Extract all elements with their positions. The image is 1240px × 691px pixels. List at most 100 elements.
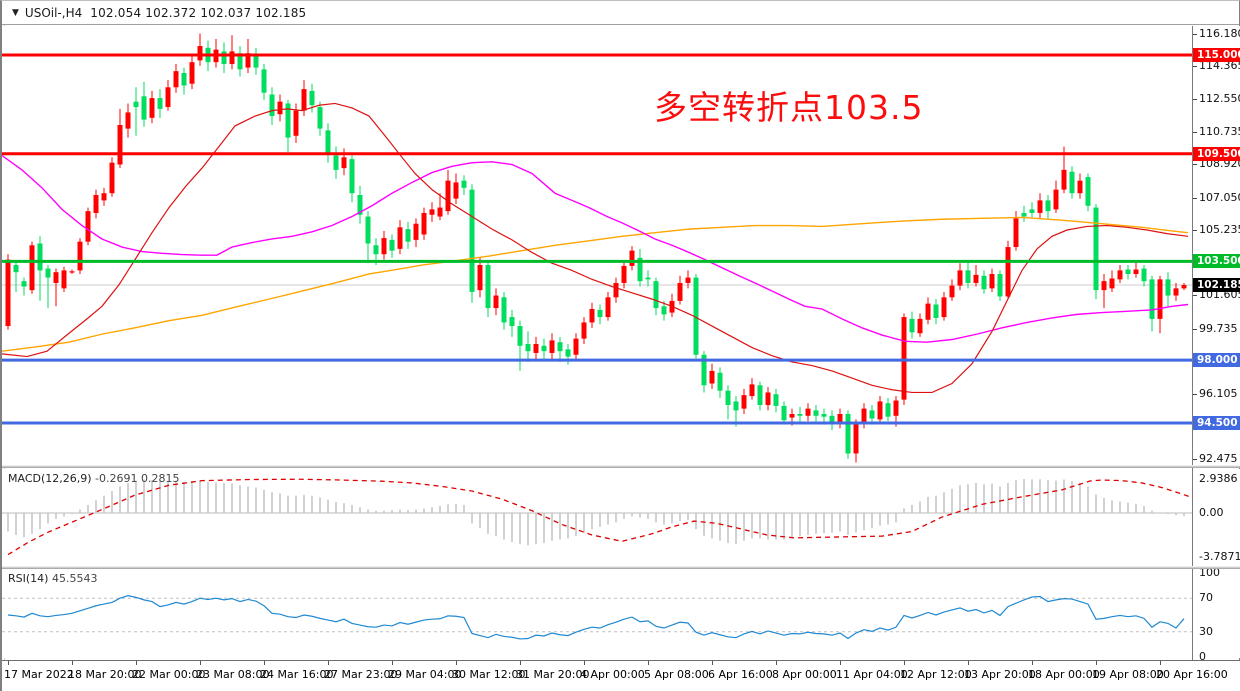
candle [549, 340, 555, 353]
candle [221, 51, 227, 64]
panel-separator[interactable] [2, 566, 1240, 569]
panel-separator[interactable] [2, 465, 1240, 468]
price-axis-tick [1193, 164, 1197, 166]
candle [677, 282, 683, 301]
price-axis-label: 110.735 [1199, 124, 1240, 138]
candle [533, 343, 539, 353]
candle [157, 98, 163, 109]
candle [661, 306, 667, 315]
macd-value-1: -0.2691 [95, 472, 138, 485]
candle [141, 96, 147, 120]
candle [765, 392, 771, 406]
time-axis-label: 19 Apr 08:00 [1092, 668, 1164, 681]
candle [85, 211, 91, 242]
candle [749, 384, 755, 397]
candle [125, 112, 131, 129]
symbol-period-label: USOil-,H4 [24, 5, 83, 20]
time-axis-tick [904, 661, 905, 665]
rsi-axis-label: 70 [1199, 591, 1213, 605]
candle [629, 250, 635, 266]
macd-axis-label: 0.00 [1199, 506, 1224, 519]
candle [341, 157, 347, 169]
macd-value-2: 0.2815 [141, 472, 180, 485]
candle [181, 72, 187, 86]
candle [693, 277, 699, 355]
candle [301, 89, 307, 111]
candle [189, 62, 195, 84]
candle [1149, 279, 1155, 319]
candle [725, 390, 731, 406]
rsi-canvas[interactable] [2, 569, 1192, 658]
candle [1045, 200, 1051, 212]
candle [509, 317, 515, 327]
time-axis-label: 13 Apr 20:00 [964, 668, 1036, 681]
price-axis-tick [1193, 394, 1197, 396]
time-axis-tick [712, 661, 713, 665]
candle [5, 259, 11, 327]
chart-title-bar: ▼ USOil-,H4 102.054 102.372 102.037 102.… [2, 1, 1239, 25]
candle [37, 243, 43, 271]
candle [853, 423, 859, 454]
candle [253, 55, 259, 68]
candle [613, 282, 619, 298]
candle [173, 71, 179, 88]
candle [229, 51, 235, 64]
candle [1085, 177, 1091, 206]
candle [597, 309, 603, 318]
time-axis-tick [968, 661, 969, 665]
candle [1181, 285, 1187, 289]
price-level-badge: 115.000 [1193, 48, 1240, 62]
candle [581, 322, 587, 339]
time-axis-tick [8, 661, 9, 665]
price-chart-panel[interactable] [2, 26, 1240, 466]
time-axis-tick [136, 661, 137, 665]
candle [21, 281, 27, 287]
candle [397, 227, 403, 249]
candle [277, 101, 283, 115]
candle [589, 308, 595, 323]
time-axis-label: 18 Apr 00:00 [1028, 668, 1100, 681]
candle [741, 395, 747, 409]
rsi-axis-label: 100 [1199, 566, 1220, 579]
candle [93, 195, 99, 213]
candle [485, 265, 491, 309]
price-axis-label: 114.365 [1199, 59, 1240, 73]
candle [285, 103, 291, 138]
macd-panel[interactable]: MACD(12,26,9) -0.2691 0.2815 [2, 469, 1240, 566]
candle [877, 401, 883, 420]
macd-canvas[interactable] [2, 469, 1192, 566]
candle [685, 277, 691, 283]
chart-dropdown-icon[interactable]: ▼ [12, 7, 19, 18]
candlestick-canvas[interactable] [2, 26, 1192, 466]
rsi-value: 45.5543 [51, 572, 98, 585]
candle [45, 268, 51, 278]
candle [357, 195, 363, 215]
time-axis-tick [584, 661, 585, 665]
candle [1165, 279, 1171, 296]
candle [453, 182, 459, 199]
time-axis-label: 24 Mar 16:00 [260, 668, 334, 681]
candle [437, 207, 443, 217]
price-axis-label: 92.475 [1199, 452, 1238, 466]
time-axis[interactable]: 17 Mar 2022 18 Mar 20:00 22 Mar 00:00 23 Ma… [2, 660, 1240, 691]
candle [925, 303, 931, 320]
candle [421, 212, 427, 235]
candle [1117, 270, 1123, 280]
rsi-panel[interactable]: RSI(14) 45.5543 [2, 569, 1240, 658]
candle [1013, 218, 1019, 248]
candle [117, 125, 123, 165]
rsi-indicator-label: RSI(14) 45.5543 [8, 572, 97, 585]
candle [1005, 247, 1011, 297]
time-axis-tick [520, 661, 521, 665]
candle [949, 285, 955, 298]
candle [469, 189, 475, 292]
candle [973, 274, 979, 283]
candle [149, 98, 155, 118]
candle [605, 297, 611, 318]
candle [269, 94, 275, 117]
candle [77, 241, 83, 271]
candle [1101, 281, 1107, 291]
time-axis-tick [1096, 661, 1097, 665]
price-axis-tick [1193, 295, 1197, 297]
candle [501, 297, 507, 323]
